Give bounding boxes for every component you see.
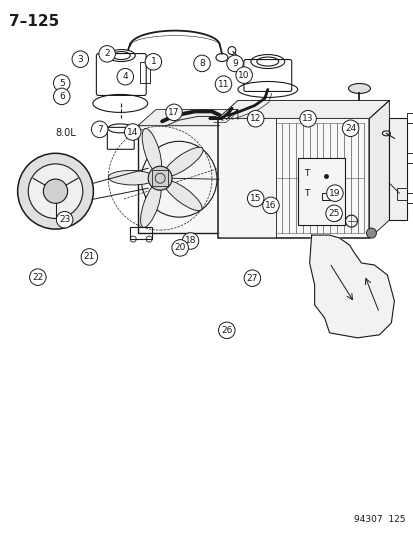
Text: 5: 5 — [59, 78, 64, 87]
Circle shape — [124, 124, 141, 140]
Polygon shape — [217, 100, 389, 118]
Circle shape — [148, 166, 172, 190]
Text: 94307  125: 94307 125 — [353, 515, 404, 524]
Text: 9: 9 — [232, 59, 237, 68]
Bar — [140, 61, 150, 84]
Text: 12: 12 — [249, 114, 261, 123]
Circle shape — [56, 212, 73, 228]
Circle shape — [18, 154, 93, 229]
Circle shape — [117, 68, 133, 85]
Polygon shape — [309, 235, 394, 338]
Circle shape — [182, 233, 198, 249]
Polygon shape — [219, 109, 237, 233]
Polygon shape — [368, 100, 389, 238]
Ellipse shape — [108, 171, 154, 185]
Bar — [138, 125, 219, 233]
Bar — [152, 170, 168, 186]
Text: 25: 25 — [328, 209, 339, 218]
Text: T: T — [303, 189, 308, 198]
Circle shape — [165, 104, 182, 120]
Circle shape — [43, 179, 67, 203]
Bar — [321, 193, 329, 200]
Circle shape — [342, 120, 358, 136]
Circle shape — [235, 67, 252, 83]
Circle shape — [141, 141, 216, 217]
Text: 16: 16 — [265, 201, 276, 210]
Circle shape — [99, 46, 115, 62]
Bar — [396, 188, 406, 200]
Bar — [389, 118, 406, 220]
Circle shape — [218, 322, 235, 338]
Ellipse shape — [140, 183, 161, 228]
Text: 14: 14 — [127, 127, 138, 136]
Text: 20: 20 — [174, 244, 185, 253]
Circle shape — [299, 110, 316, 127]
Circle shape — [91, 121, 108, 138]
Text: 19: 19 — [328, 189, 340, 198]
Text: 21: 21 — [83, 253, 95, 261]
Text: 26: 26 — [221, 326, 232, 335]
Bar — [406, 114, 413, 123]
Bar — [297, 158, 344, 225]
Text: 24: 24 — [344, 124, 355, 133]
Text: 1: 1 — [150, 58, 156, 66]
Text: T: T — [303, 169, 308, 178]
Circle shape — [72, 51, 88, 68]
Circle shape — [326, 185, 342, 201]
Text: 2: 2 — [104, 50, 110, 58]
Circle shape — [171, 240, 188, 256]
Text: 4: 4 — [122, 72, 128, 81]
Circle shape — [81, 249, 97, 265]
Circle shape — [53, 75, 70, 91]
Bar — [217, 118, 368, 238]
Circle shape — [53, 88, 70, 104]
Circle shape — [215, 76, 231, 92]
Circle shape — [28, 164, 83, 219]
Text: 7: 7 — [97, 125, 102, 134]
Text: 8.0L: 8.0L — [55, 128, 76, 139]
Circle shape — [29, 269, 46, 285]
Text: 27: 27 — [246, 273, 257, 282]
Text: 11: 11 — [217, 79, 229, 88]
Circle shape — [244, 270, 260, 286]
Bar — [406, 193, 413, 203]
Polygon shape — [219, 120, 275, 236]
Ellipse shape — [348, 84, 370, 93]
Polygon shape — [138, 109, 237, 125]
Circle shape — [226, 55, 243, 71]
Text: 17: 17 — [168, 108, 179, 117]
Text: 3: 3 — [77, 55, 83, 63]
Ellipse shape — [164, 180, 202, 211]
Ellipse shape — [164, 147, 203, 176]
Circle shape — [247, 110, 263, 127]
Circle shape — [193, 55, 210, 71]
Text: 6: 6 — [59, 92, 64, 101]
Circle shape — [325, 205, 342, 222]
Text: 18: 18 — [184, 237, 196, 246]
Bar — [406, 154, 413, 163]
Text: 8: 8 — [199, 59, 204, 68]
Circle shape — [366, 228, 375, 238]
Text: 7–125: 7–125 — [9, 14, 59, 29]
Text: 13: 13 — [301, 114, 313, 123]
Circle shape — [145, 54, 161, 70]
Bar — [130, 227, 152, 239]
Text: 15: 15 — [249, 194, 261, 203]
Circle shape — [262, 197, 278, 214]
Text: 10: 10 — [238, 70, 249, 79]
Text: 22: 22 — [32, 273, 43, 281]
Text: 23: 23 — [59, 215, 70, 224]
Ellipse shape — [142, 128, 161, 173]
Circle shape — [247, 190, 263, 207]
